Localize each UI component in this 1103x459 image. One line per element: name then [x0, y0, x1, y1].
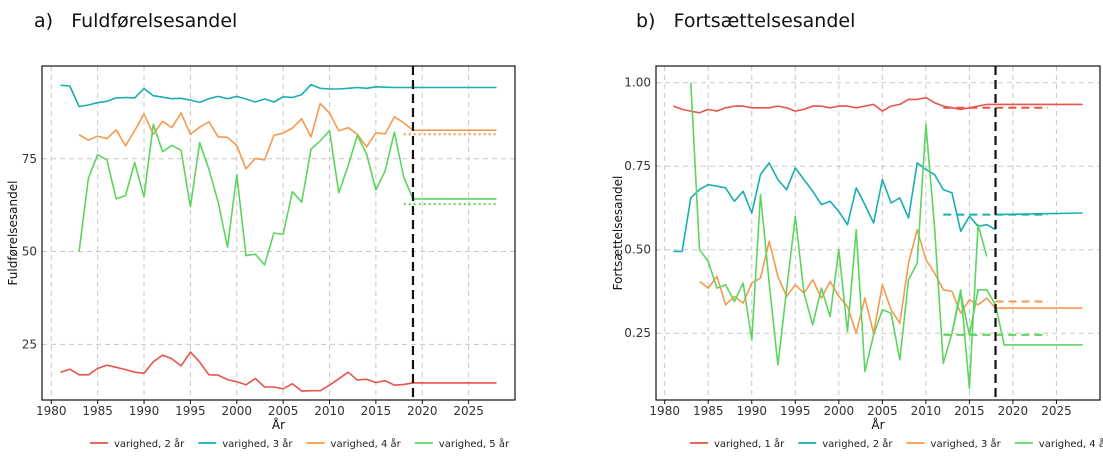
panel-a-label: a) [34, 10, 54, 32]
panel-b-series-forecast [994, 304, 1083, 346]
panel-b-ytick-label: 0.50 [624, 243, 651, 257]
panel-a-legend-label: varighed, 5 år [439, 437, 510, 450]
panel-a-xlabel: År [272, 417, 285, 432]
panel-b-xtick-label: 2015 [954, 404, 985, 418]
panel-a-xtick-label: 1980 [36, 404, 67, 418]
panel-a-xtick-label: 2020 [407, 404, 438, 418]
panel-b-xtick-label: 2005 [867, 404, 898, 418]
panel-a-legend-item: varighed, 5 år [414, 437, 510, 450]
panel-a-plot: 25 50 75 1980 1985 1990 1995 2000 2005 2010 2015 20… [6, 65, 516, 450]
panel-a-legend-item: varighed, 2 år [90, 437, 185, 450]
panel-a-xtick-label: 2000 [221, 404, 252, 418]
panel-b-xtick-label: 1980 [649, 404, 680, 418]
panel-a-xtick-label: 1990 [129, 404, 160, 418]
panel-b-ytick-label: 0.25 [624, 326, 651, 340]
panel-a-legend-label: varighed, 4 år [331, 437, 402, 450]
panel-a-series-line [60, 351, 414, 392]
panel-a-series-line [78, 102, 414, 170]
panel-a-series-line [60, 83, 413, 108]
panel-b-legend-label: varighed, 1 år [714, 437, 785, 450]
panel-a-legend-item: varighed, 3 år [198, 437, 293, 450]
panel-a-xtick-label: 2005 [268, 404, 299, 418]
panel-b-xlabel: År [871, 417, 884, 432]
panel-b-title: b) Fortsættelsesandel [636, 10, 855, 32]
panel-a-title-text: Fuldførelsesandel [71, 10, 238, 32]
panel-a-xtick-label: 1985 [82, 404, 113, 418]
panel-b-series-line [699, 228, 997, 335]
panel-b-ytick-label: 0.75 [624, 159, 651, 173]
panel-b-xtick-label: 2000 [824, 404, 855, 418]
panel-b-legend-label: varighed, 4 år [1039, 437, 1103, 450]
panel-b-plot: 0.25 0.50 0.75 1.00 1980 1985 1990 1995 2000 2005… [611, 65, 1103, 450]
panel-b-legend-label: varighed, 3 år [931, 437, 1002, 450]
panel-b-series-line [673, 162, 996, 253]
panel-a-ylabel: Fuldførelsesandel [6, 181, 20, 286]
panel-a-legend-label: varighed, 2 år [114, 437, 185, 450]
panel-b-xtick-label: 2020 [998, 404, 1029, 418]
panel-a-xtick-label: 2025 [453, 404, 484, 418]
panel-a-xtick-label: 2015 [361, 404, 392, 418]
panel-a-ytick-label: 25 [22, 337, 37, 351]
panel-a-title: a) Fuldførelsesandel [34, 10, 237, 32]
panel-b-legend-item: varighed, 1 år [690, 437, 785, 450]
panel-a-ytick-label: 75 [22, 152, 37, 166]
panel-b-series-line [673, 96, 996, 114]
panel-b-xtick-label: 2010 [911, 404, 942, 418]
panel-b-frame [655, 65, 1101, 401]
panel-a-xtick-label: 1995 [175, 404, 206, 418]
panel-b-xtick-label: 1990 [736, 404, 767, 418]
panel-a-legend-label: varighed, 3 år [222, 437, 293, 450]
panel-a-frame [41, 65, 516, 401]
panel-b-legend-item: varighed, 3 år [906, 437, 1002, 450]
panel-b-series-line [690, 82, 997, 373]
panel-a-series-line [78, 123, 414, 266]
panel-b-legend-label: varighed, 2 år [822, 437, 893, 450]
panel-b-legend-item: varighed, 2 år [798, 437, 893, 450]
panel-b-xtick-label: 1985 [693, 404, 724, 418]
panel-b-xtick-label: 1995 [780, 404, 811, 418]
panel-b-ylabel: Fortsættelsesandel [611, 176, 625, 291]
panel-a-ytick-label: 50 [22, 245, 37, 259]
panel-b-title-text: Fortsættelsesandel [673, 10, 856, 32]
panel-b-ytick-label: 1.00 [624, 76, 651, 90]
panel-a-xtick-label: 2010 [314, 404, 345, 418]
panel-b-label: b) [636, 10, 656, 32]
panel-a-legend-item: varighed, 4 år [306, 437, 402, 450]
panel-b-legend-item: varighed, 4 år [1014, 437, 1103, 450]
panel-b-xtick-label: 2025 [1041, 404, 1072, 418]
